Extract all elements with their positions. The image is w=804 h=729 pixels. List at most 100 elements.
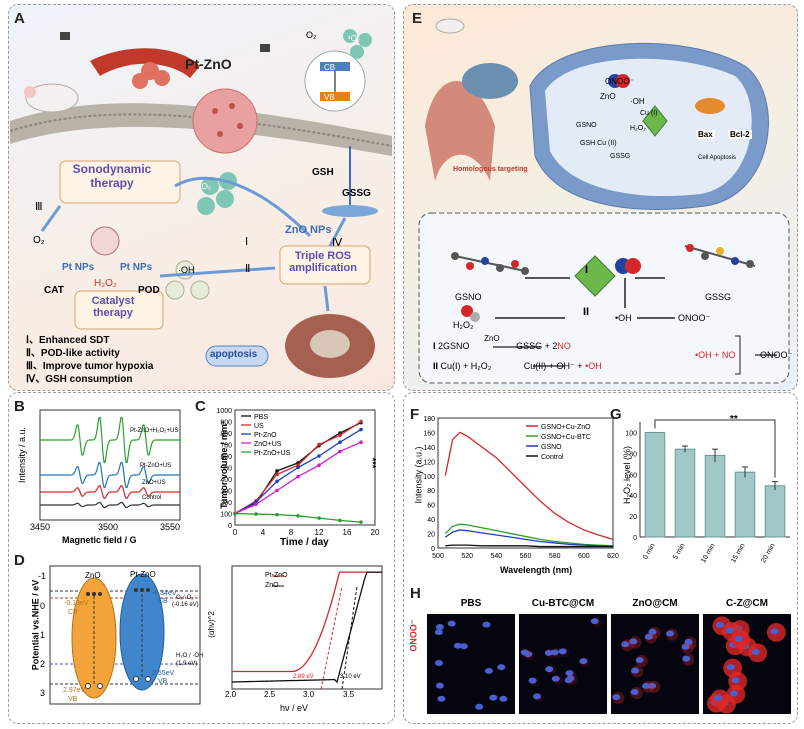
nucleus xyxy=(482,621,491,628)
gssg-label: GSSG xyxy=(610,153,631,160)
panel-d-tauc-plot xyxy=(231,565,383,690)
roman-4: Ⅳ xyxy=(332,237,343,249)
cell-apoptosis-label: Cell Apoptosis xyxy=(697,155,737,161)
bar xyxy=(704,454,726,538)
triple-ros-box xyxy=(279,245,371,285)
zno-nps-label: ZnO NPs xyxy=(285,224,332,236)
tauc-xtick: 3.5 xyxy=(343,690,355,699)
panel-h-images: PBS Cu-BTC@CM ZnO@CM C-Z@CM xyxy=(427,598,792,716)
cell-membrane xyxy=(10,103,392,156)
nucleus xyxy=(545,666,554,673)
x-tick-label: 580 xyxy=(549,553,561,560)
apoptosis-label: apoptosis xyxy=(210,349,258,360)
panel-b-xtick: 3450 xyxy=(30,522,51,532)
y-tick-label: 500 xyxy=(220,466,232,473)
scheme-roman-1: I xyxy=(585,264,589,276)
nucleus xyxy=(558,648,567,655)
y-tick-label: 800 xyxy=(220,431,232,438)
nucleus xyxy=(630,688,639,695)
panel-c-tumor-chart: 0 100 200 300 400 500 600 700 800 900 1000 0 4 8 12 16 2… xyxy=(216,408,380,537)
data-point xyxy=(359,520,363,524)
homologous-label: Homologous targeting xyxy=(453,166,528,173)
h2o2-label: H₂O₂ xyxy=(630,125,646,132)
series-line xyxy=(444,529,614,548)
nucleus xyxy=(648,682,657,689)
nucleus xyxy=(682,655,691,662)
panel-f-xlabel: Wavelength (nm) xyxy=(500,565,573,575)
legend-label: PBS xyxy=(254,414,268,421)
scheme-oh: •OH xyxy=(615,313,632,323)
microscopy-panel: Cu-BTC@CM xyxy=(519,598,607,716)
o2-couple: O₂/·O₂⁻ xyxy=(176,595,197,601)
x-tick-label: 540 xyxy=(490,553,502,560)
nucleus xyxy=(447,620,456,627)
nucleus xyxy=(621,641,630,648)
plot-frame xyxy=(437,417,614,549)
y-tick-label: 0 xyxy=(431,546,435,553)
apoptosis-badge xyxy=(205,345,269,367)
nucleus xyxy=(642,682,651,689)
y-tick-label: 200 xyxy=(220,500,232,507)
zno-vb-label: VB xyxy=(68,696,78,703)
data-point xyxy=(275,512,279,517)
microscopy-panel: PBS xyxy=(427,598,515,716)
panel-label-d: D xyxy=(14,552,25,569)
nucleus xyxy=(726,664,735,671)
y-tick-label: 900 xyxy=(220,420,232,427)
o2-couple-value: (-0.16 eV) xyxy=(172,602,199,608)
panel-f-fluorescence-chart: 0 20 40 60 80 100 120 140 160 180 500 520 540 560 580 6… xyxy=(423,416,619,560)
panel-d-ytick: -1 xyxy=(38,571,47,581)
y-tick-label: 60 xyxy=(427,503,435,510)
ultrasound-probe-icon xyxy=(60,32,70,40)
legend-item: Ⅰ、Enhanced SDT xyxy=(26,335,110,346)
ultrasound-probe-icon xyxy=(260,44,270,52)
x-tick-label: 560 xyxy=(520,553,532,560)
x-tick-label: 15 min xyxy=(730,542,747,564)
microscopy-label: PBS xyxy=(460,598,482,609)
nucleus xyxy=(751,648,760,655)
data-point xyxy=(359,419,363,424)
tauc-xtick: 2.5 xyxy=(264,690,276,699)
panel-g-significance: ** xyxy=(730,414,738,425)
y-tick-label: 20 xyxy=(629,514,637,521)
data-point xyxy=(359,427,363,432)
catalyst-box xyxy=(74,290,164,330)
pt-vb-label: VB xyxy=(158,678,168,685)
pod-label: POD xyxy=(138,285,160,296)
legend-item: Ⅳ、GSH consumption xyxy=(26,374,133,385)
scheme-onoo: ONOO⁻ xyxy=(678,313,711,323)
nucleus xyxy=(684,638,693,645)
tangent-line xyxy=(341,585,358,690)
trace-label: Control xyxy=(142,495,162,501)
data-point xyxy=(296,474,300,479)
y-tick-label: 100 xyxy=(220,512,232,519)
oh-label: ·OH xyxy=(178,265,195,275)
nucleus xyxy=(544,649,553,656)
data-point xyxy=(275,469,279,473)
data-point xyxy=(254,512,258,516)
tauc-legend-item: Pt-ZnO xyxy=(265,572,288,579)
panel-d-band-diagram xyxy=(49,565,201,705)
data-point xyxy=(296,465,300,470)
triple-ros-label: Triple ROS amplification xyxy=(289,250,357,274)
o2-top-label: O₂ xyxy=(306,30,317,40)
data-point xyxy=(275,479,279,484)
panel-label-b: B xyxy=(14,398,25,415)
epr-trace xyxy=(40,501,180,509)
nucleus xyxy=(715,621,724,628)
y-tick-label: 60 xyxy=(629,472,637,479)
microscopy-panel: ZnO@CM xyxy=(611,598,699,716)
microscopy-image xyxy=(611,614,699,714)
legend-label: Pt-ZnO xyxy=(254,432,277,439)
panel-label-h: H xyxy=(410,585,421,602)
panel-h-ylabel: ONOO⁻ xyxy=(408,619,419,652)
tauc-gap-zno: 3.10 eV xyxy=(340,674,361,680)
equation-1: I 2GSNO ZnO GSSG + 2NO xyxy=(433,334,571,351)
epr-trace xyxy=(40,416,180,464)
data-point xyxy=(233,511,237,516)
trace-label: Pt-ZnO+US xyxy=(140,463,172,469)
x-tick-label: 20 min xyxy=(760,542,777,564)
y-tick-label: 80 xyxy=(629,451,637,458)
pt-nps-left: Pt NPs xyxy=(62,262,95,273)
band-vb-label: VB xyxy=(324,93,335,102)
